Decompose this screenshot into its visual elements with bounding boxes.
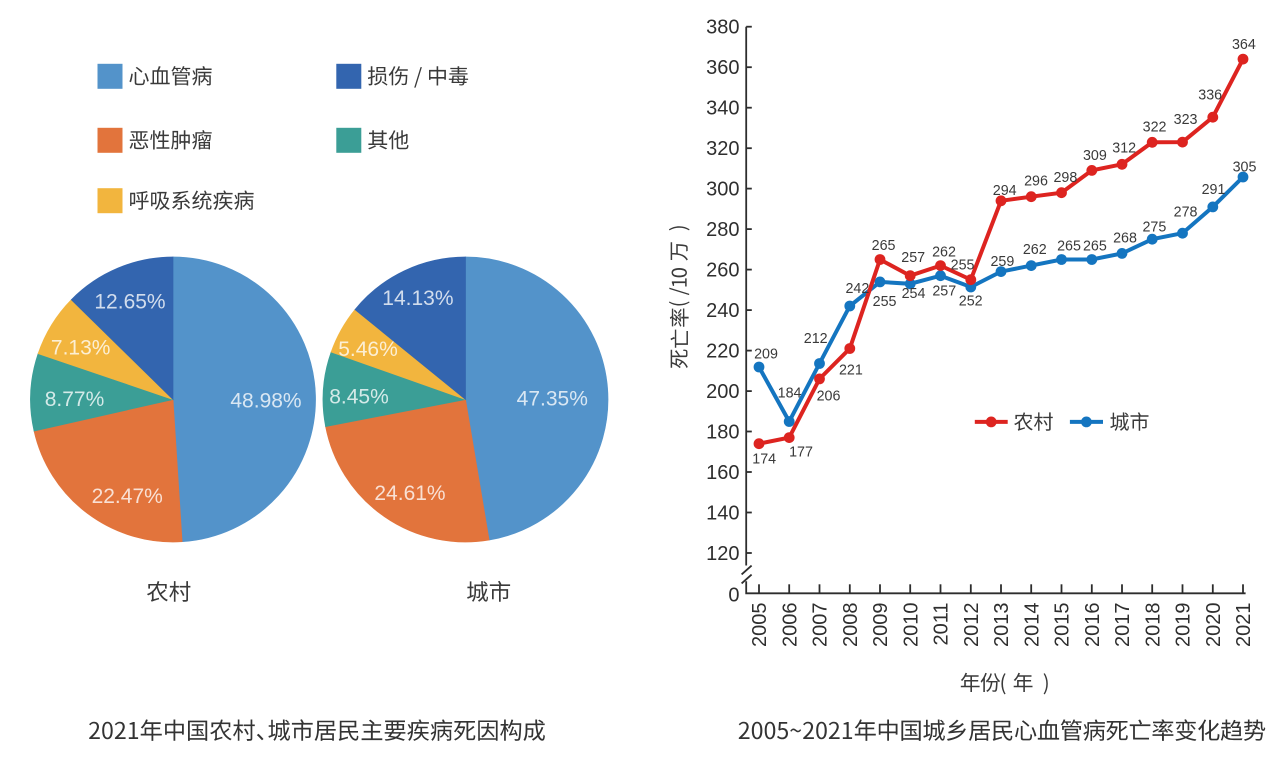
svg-text:298: 298: [1053, 170, 1077, 186]
svg-text:300: 300: [706, 179, 739, 201]
svg-text:360: 360: [706, 57, 739, 79]
svg-text:275: 275: [1142, 220, 1166, 236]
svg-text:220: 220: [706, 341, 739, 363]
svg-text:0: 0: [728, 585, 739, 607]
svg-text:7.13%: 7.13%: [51, 337, 111, 360]
svg-text:291: 291: [1202, 182, 1226, 198]
svg-text:200: 200: [706, 381, 739, 403]
svg-text:2011: 2011: [931, 603, 953, 646]
svg-text:140: 140: [706, 503, 739, 525]
svg-text:294: 294: [993, 183, 1017, 199]
svg-text:257: 257: [932, 284, 956, 300]
svg-text:340: 340: [706, 98, 739, 120]
svg-text:296: 296: [1024, 174, 1048, 190]
svg-text:265: 265: [1083, 239, 1107, 255]
svg-text:22.47%: 22.47%: [92, 485, 163, 508]
svg-text:268: 268: [1113, 230, 1137, 246]
svg-text:2005: 2005: [749, 603, 771, 648]
svg-text:2019: 2019: [1173, 603, 1195, 648]
svg-text:5.46%: 5.46%: [338, 338, 398, 361]
svg-text:120: 120: [706, 543, 739, 565]
svg-text:265: 265: [872, 238, 896, 254]
svg-text:2009: 2009: [870, 603, 892, 648]
svg-text:323: 323: [1174, 112, 1198, 128]
svg-text:12.65%: 12.65%: [94, 291, 165, 314]
svg-text:254: 254: [902, 286, 926, 302]
svg-text:312: 312: [1112, 141, 1136, 157]
svg-text:255: 255: [873, 294, 897, 310]
svg-text:48.98%: 48.98%: [230, 389, 301, 412]
svg-text:2006: 2006: [779, 603, 801, 648]
svg-text:2014: 2014: [1021, 603, 1043, 648]
svg-text:174: 174: [752, 452, 776, 468]
svg-text:380: 380: [706, 17, 739, 39]
svg-text:212: 212: [804, 331, 828, 347]
svg-text:364: 364: [1232, 37, 1256, 53]
svg-text:2008: 2008: [840, 603, 862, 648]
svg-text:2015: 2015: [1052, 603, 1074, 648]
svg-text:206: 206: [817, 388, 841, 404]
svg-text:2010: 2010: [900, 603, 922, 648]
svg-text:2020: 2020: [1203, 603, 1225, 648]
svg-text:24.61%: 24.61%: [374, 482, 445, 505]
svg-text:260: 260: [706, 260, 739, 282]
svg-text:2021: 2021: [1233, 603, 1255, 648]
svg-text:322: 322: [1143, 120, 1167, 136]
svg-text:180: 180: [706, 422, 739, 444]
svg-text:221: 221: [839, 363, 863, 379]
svg-text:252: 252: [959, 293, 983, 309]
svg-text:209: 209: [754, 346, 778, 362]
svg-text:262: 262: [932, 244, 956, 260]
svg-text:2013: 2013: [991, 603, 1013, 648]
svg-text:309: 309: [1083, 148, 1107, 164]
svg-text:14.13%: 14.13%: [382, 287, 453, 310]
svg-text:2007: 2007: [810, 603, 832, 648]
svg-text:240: 240: [706, 300, 739, 322]
svg-text:8.77%: 8.77%: [45, 388, 105, 411]
svg-text:47.35%: 47.35%: [517, 387, 588, 410]
svg-text:2017: 2017: [1112, 603, 1134, 648]
svg-text:184: 184: [778, 385, 802, 401]
svg-text:2012: 2012: [961, 603, 983, 648]
svg-text:177: 177: [789, 444, 813, 460]
svg-text:278: 278: [1174, 204, 1198, 220]
svg-text:305: 305: [1233, 160, 1257, 176]
svg-text:2016: 2016: [1082, 603, 1104, 648]
svg-text:160: 160: [706, 462, 739, 484]
svg-text:259: 259: [990, 254, 1014, 270]
svg-text:280: 280: [706, 219, 739, 241]
svg-text:2018: 2018: [1142, 603, 1164, 648]
svg-text:257: 257: [901, 250, 925, 266]
svg-text:262: 262: [1023, 242, 1047, 258]
svg-text:242: 242: [845, 281, 869, 297]
svg-text:8.45%: 8.45%: [329, 385, 389, 408]
svg-text:255: 255: [951, 257, 975, 273]
svg-text:265: 265: [1057, 239, 1081, 255]
svg-text:336: 336: [1198, 87, 1222, 103]
svg-text:320: 320: [706, 138, 739, 160]
